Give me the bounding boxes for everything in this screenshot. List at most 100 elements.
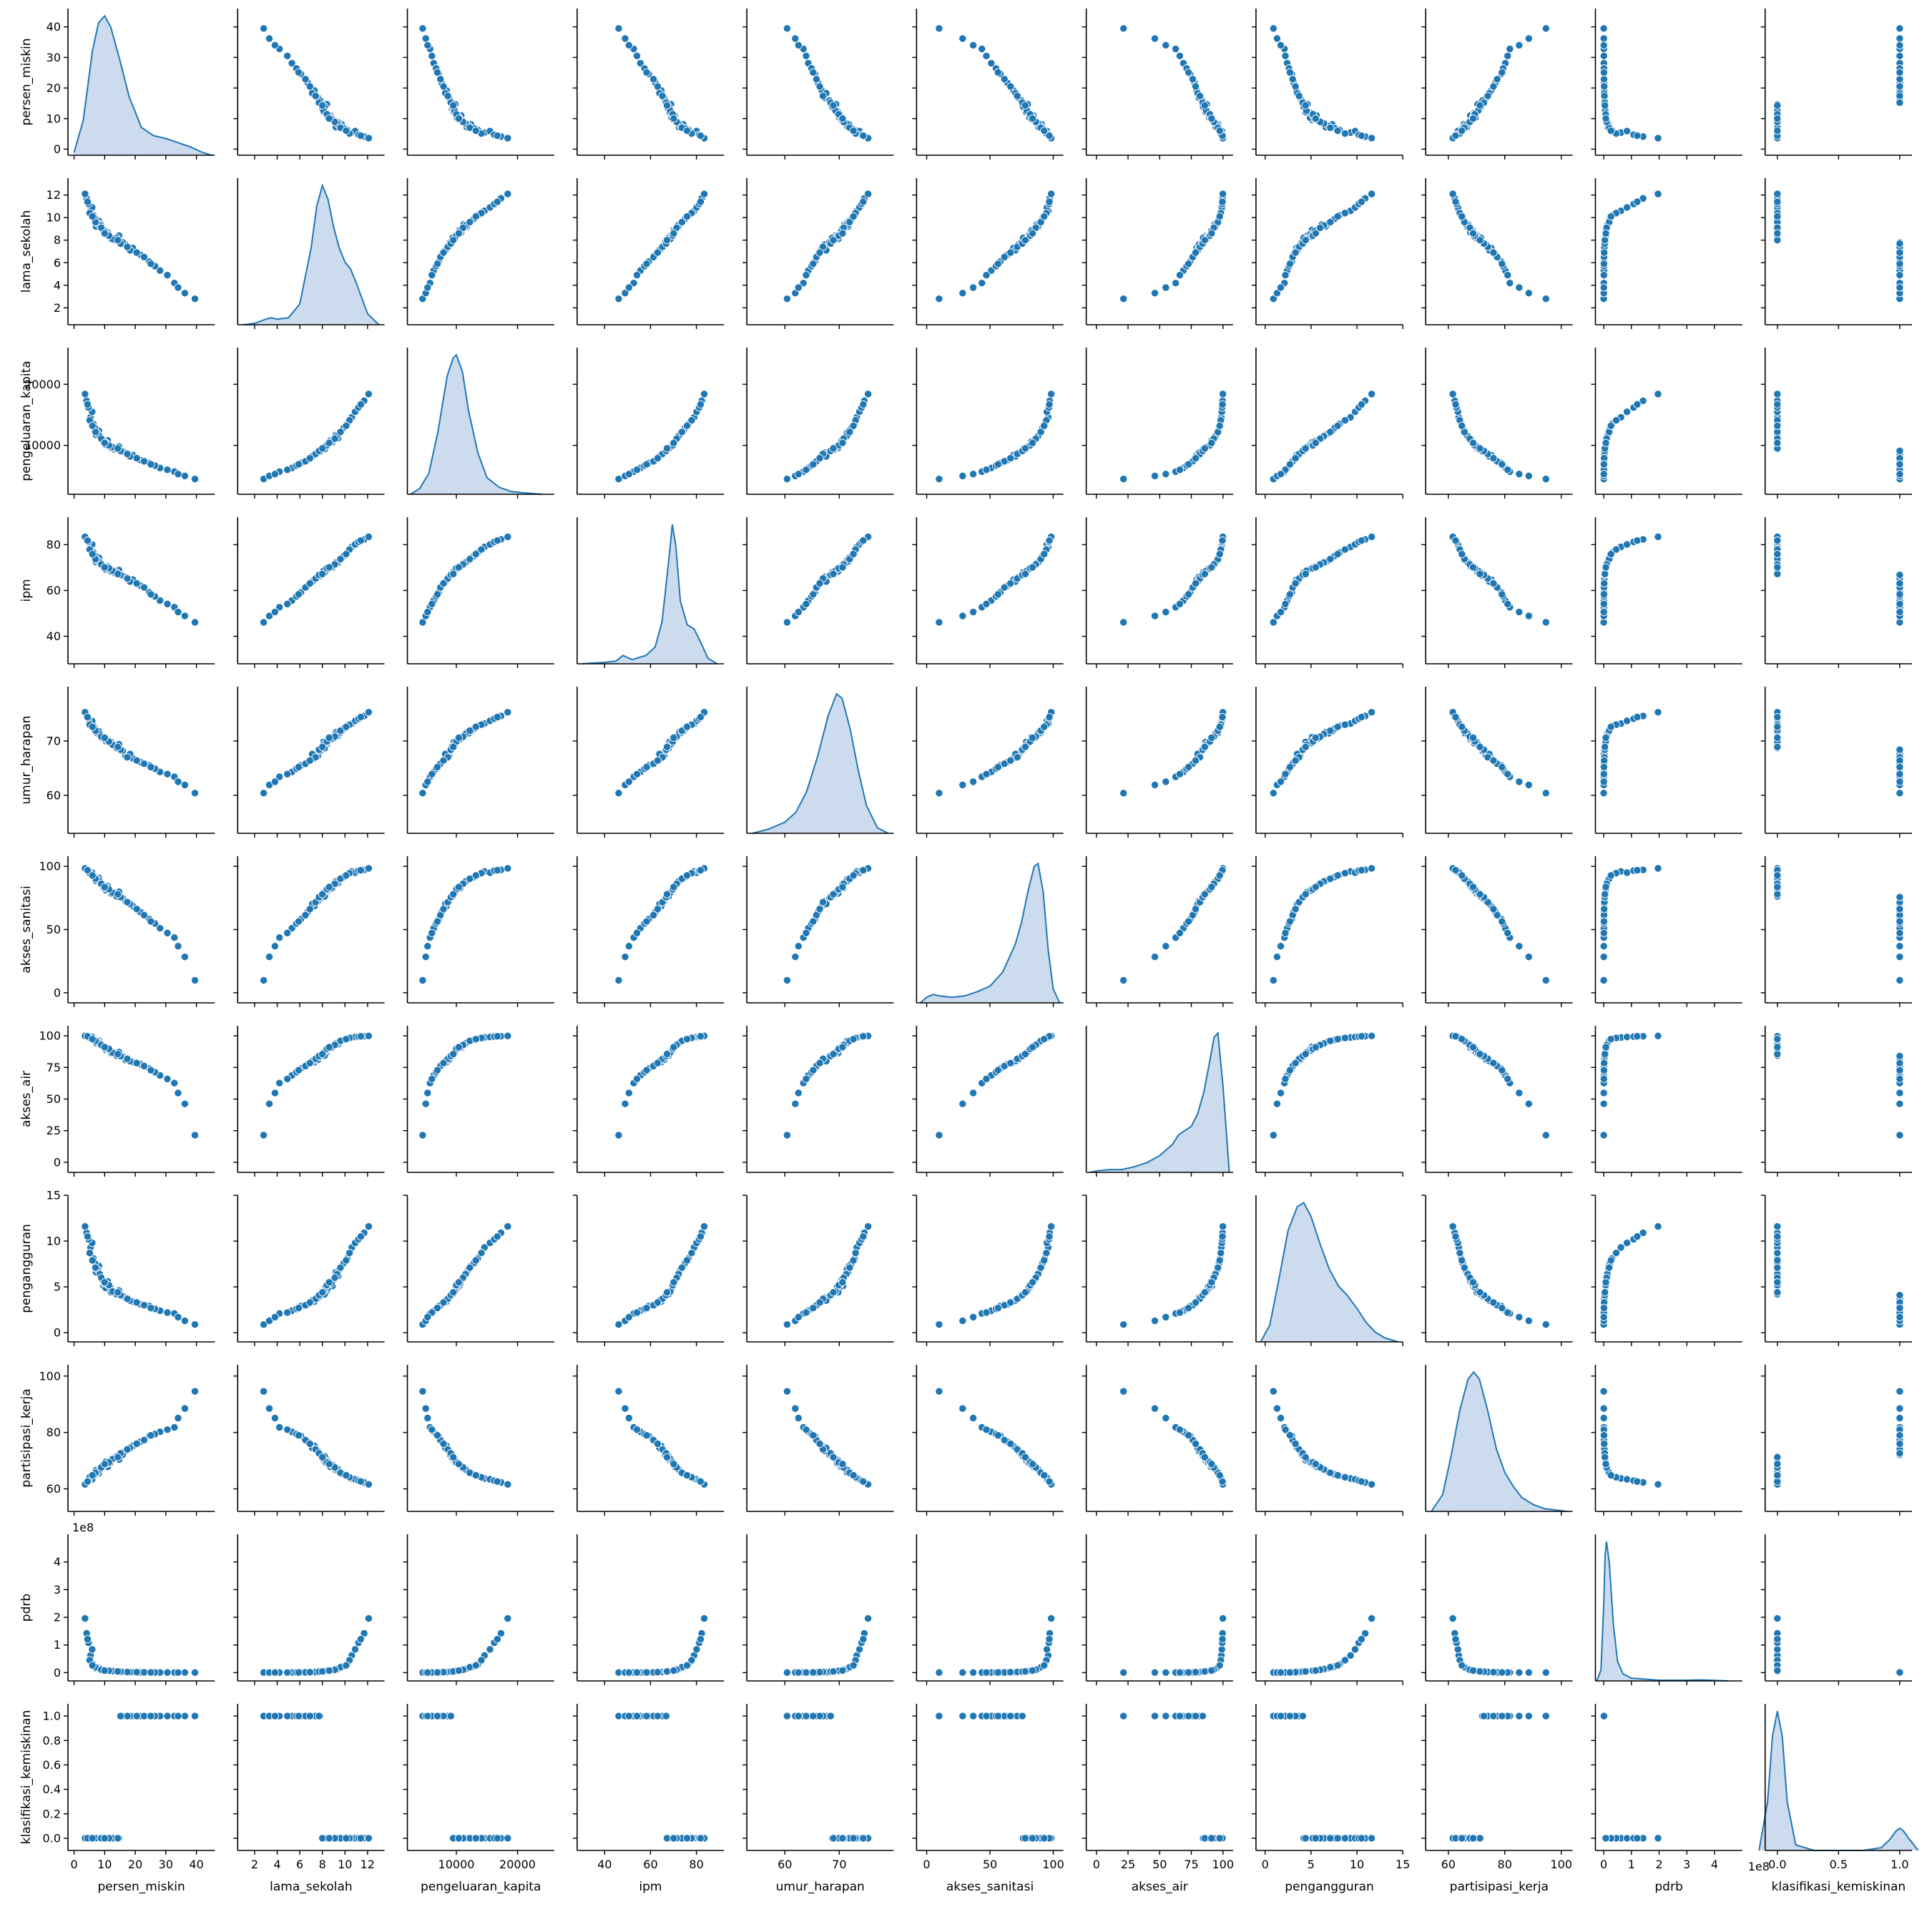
- scatter-point-lama_sekolah-vs-pengangguran-46: [1301, 236, 1310, 245]
- scatter-point-persen_miskin-vs-ipm-46: [662, 101, 672, 110]
- scatter-point-pengeluaran_kapita-vs-akses_air-41: [1191, 453, 1200, 463]
- y-tick-label-umur_harapan-0: 60: [46, 788, 61, 802]
- scatter-point-umur_harapan-vs-persen_miskin-33: [123, 753, 132, 762]
- scatter-point-pengangguran-vs-pdrb-48: [1599, 1303, 1609, 1313]
- scatter-point-akses_air-vs-ipm-49: [670, 1043, 678, 1051]
- scatter-point-akses_air-vs-partisipasi_kerja-35: [1504, 1074, 1512, 1084]
- scatter-point-umur_harapan-vs-pdrb-47: [1607, 722, 1615, 731]
- scatter-point-umur_harapan-vs-pengangguran-46: [1301, 742, 1310, 751]
- scatter-point-lama_sekolah-vs-pengeluaran_kapita-48: [433, 260, 442, 268]
- scatter-point-akses_sanitasi-vs-ipm-21: [621, 953, 629, 961]
- scatter-point-lama_sekolah-vs-umur_harapan-49: [838, 229, 847, 237]
- scatter-point-pengangguran-vs-ipm-40: [677, 1263, 687, 1272]
- scatter-point-ipm-vs-akses_air-41: [1191, 579, 1200, 588]
- scatter-point-pengeluaran_kapita-vs-umur_harapan-47: [849, 421, 858, 430]
- scatter-point-ipm-vs-klasifikasi_kemiskinan-44: [1896, 607, 1904, 617]
- scatter-point-ipm-vs-pdrb-47: [1607, 549, 1615, 559]
- scatter-point-akses_air-vs-pengangguran-43: [1357, 1032, 1366, 1041]
- scatter-point-ipm-vs-akses_air-44: [1162, 607, 1170, 617]
- scatter-point-partisipasi_kerja-vs-persen_miskin-41: [132, 1439, 141, 1448]
- scatter-point-lama_sekolah-vs-partisipasi_kerja-1: [1506, 279, 1514, 288]
- scatter-point-lama_sekolah-vs-umur_harapan-47: [849, 212, 858, 221]
- scatter-point-akses_sanitasi-vs-partisipasi_kerja-21: [1524, 953, 1533, 961]
- scatter-point-ipm-vs-umur_harapan-46: [829, 569, 838, 579]
- scatter-point-pengeluaran_kapita-vs-pdrb-32: [1654, 390, 1662, 398]
- scatter-point-lama_sekolah-vs-persen_miskin-33: [123, 242, 132, 251]
- scatter-point-akses_air-vs-persen_miskin-49: [100, 1043, 109, 1051]
- scatter-point-umur_harapan-vs-akses_air-21: [1150, 780, 1159, 790]
- scatter-point-pengangguran-vs-lama_sekolah-46: [318, 1288, 327, 1297]
- scatter-point-umur_harapan-vs-akses_air-47: [1215, 722, 1224, 731]
- scatter-point-akses_sanitasi-vs-pdrb-35: [1599, 928, 1608, 938]
- scatter-point-pengeluaran_kapita-vs-ipm-41: [653, 453, 662, 463]
- scatter-point-lama_sekolah-vs-ipm-46: [662, 236, 672, 245]
- scatter-point-persen_miskin-vs-akses_sanitasi-47: [1040, 127, 1049, 135]
- scatter-point-ipm-vs-akses_sanitasi-21: [958, 612, 967, 620]
- scatter-point-ipm-vs-akses_sanitasi-47: [1040, 549, 1049, 559]
- scatter-point-lama_sekolah-vs-akses_sanitasi-31: [1000, 252, 1009, 262]
- scatter-point-persen_miskin-vs-akses_sanitasi-31: [1000, 75, 1009, 84]
- scatter-point-pengeluaran_kapita-vs-partisipasi_kerja-41: [1489, 453, 1498, 463]
- scatter-point-umur_harapan-vs-klasifikasi_kemiskinan-10: [1896, 789, 1904, 798]
- scatter-point-lama_sekolah-vs-umur_harapan-40: [845, 217, 854, 227]
- scatter-point-pengeluaran_kapita-vs-persen_miskin-47: [88, 421, 97, 430]
- scatter-point-akses_sanitasi-vs-pengeluaran_kapita-47: [471, 871, 480, 880]
- scatter-point-persen_miskin-vs-klasifikasi_kemiskinan-38: [1896, 98, 1904, 107]
- y-tick-label-pengangguran-0: 0: [54, 1326, 61, 1340]
- scatter-point-lama_sekolah-vs-pengangguran-21: [1273, 289, 1282, 298]
- scatter-point-akses_sanitasi-vs-pengeluaran_kapita-10: [418, 976, 427, 985]
- scatter-point-pengeluaran_kapita-vs-pdrb-47: [1607, 421, 1615, 430]
- scatter-point-umur_harapan-vs-persen_miskin-31: [139, 760, 149, 768]
- scatter-point-pengangguran-vs-akses_sanitasi-21: [958, 1316, 967, 1325]
- scatter-point-ipm-vs-persen_miskin-21: [180, 612, 190, 620]
- scatter-point-lama_sekolah-vs-klasifikasi_kemiskinan-49: [1773, 229, 1782, 237]
- scatter-point-persen_miskin-vs-akses_air-21: [1150, 34, 1159, 43]
- scatter-point-lama_sekolah-vs-akses_sanitasi-32: [1046, 190, 1056, 198]
- scatter-point-umur_harapan-vs-lama_sekolah-41: [305, 756, 314, 765]
- scatter-point-umur_harapan-vs-pengangguran-49: [1311, 733, 1320, 742]
- scatter-point-umur_harapan-vs-klasifikasi_kemiskinan-44: [1896, 778, 1904, 786]
- scatter-point-akses_air-vs-pengeluaran_kapita-48: [433, 1066, 442, 1074]
- scatter-point-persen_miskin-vs-umur_harapan-47: [849, 127, 858, 135]
- scatter-point-persen_miskin-vs-ipm-14: [636, 59, 644, 68]
- scatter-point-partisipasi_kerja-vs-lama_sekolah-1: [275, 1423, 284, 1432]
- kde-fill-pengeluaran_kapita: [410, 355, 542, 494]
- scatter-point-ipm-vs-pdrb-41: [1600, 579, 1609, 588]
- scatter-point-pengeluaran_kapita-vs-lama_sekolah-48: [294, 460, 303, 469]
- scatter-point-akses_sanitasi-vs-pengeluaran_kapita-48: [433, 917, 442, 926]
- scatter-point-pengangguran-vs-umur_harapan-32: [863, 1222, 873, 1231]
- scatter-point-lama_sekolah-vs-pdrb-49: [1602, 229, 1610, 237]
- scatter-point-akses_sanitasi-vs-partisipasi_kerja-43: [1451, 866, 1460, 875]
- scatter-point-lama_sekolah-vs-akses_air-1: [1171, 279, 1180, 288]
- scatter-point-ipm-vs-lama_sekolah-43: [356, 536, 366, 545]
- scatter-point-umur_harapan-vs-pengeluaran_kapita-10: [418, 789, 427, 798]
- scatter-point-lama_sekolah-vs-pdrb-44: [1599, 283, 1608, 292]
- scatter-point-ipm-vs-pdrb-44: [1599, 607, 1608, 617]
- scatter-point-akses_air-vs-umur_harapan-43: [859, 1032, 868, 1041]
- scatter-point-lama_sekolah-vs-ipm-35: [632, 270, 642, 280]
- scatter-point-lama_sekolah-vs-akses_sanitasi-1: [978, 279, 986, 288]
- scatter-point-akses_air-vs-umur_harapan-41: [815, 1059, 824, 1067]
- scatter-point-persen_miskin-vs-akses_sanitasi-14: [987, 59, 996, 68]
- scatter-point-akses_air-vs-lama_sekolah-48: [294, 1066, 303, 1074]
- scatter-point-umur_harapan-vs-partisipasi_kerja-46: [1476, 742, 1484, 751]
- scatter-point-pengangguran-vs-akses_sanitasi-49: [1028, 1278, 1037, 1287]
- scatter-point-akses_sanitasi-vs-umur_harapan-48: [809, 917, 818, 926]
- scatter-point-ipm-vs-akses_air-35: [1175, 599, 1185, 609]
- scatter-point-persen_miskin-vs-akses_sanitasi-41: [1006, 82, 1015, 91]
- scatter-point-persen_miskin-vs-akses_sanitasi-33: [1013, 92, 1021, 100]
- scatter-point-pengangguran-vs-umur_harapan-46: [829, 1288, 838, 1297]
- scatter-point-persen_miskin-vs-umur_harapan-48: [809, 68, 818, 77]
- scatter-point-akses_sanitasi-vs-ipm-47: [682, 871, 692, 880]
- scatter-point-akses_air-vs-pengangguran-47: [1333, 1035, 1342, 1044]
- scatter-point-pengangguran-vs-pdrb-43: [1633, 1232, 1642, 1241]
- scatter-point-umur_harapan-vs-ipm-48: [642, 762, 651, 772]
- scatter-point-pengeluaran_kapita-vs-klasifikasi_kemiskinan-47: [1773, 421, 1782, 430]
- scatter-point-ipm-vs-klasifikasi_kemiskinan-41: [1896, 579, 1904, 588]
- scatter-point-akses_sanitasi-vs-lama_sekolah-49: [325, 883, 333, 891]
- scatter-point-akses_air-vs-lama_sekolah-47: [342, 1035, 350, 1044]
- scatter-point-lama_sekolah-vs-akses_sanitasi-10: [935, 295, 943, 303]
- scatter-point-pengeluaran_kapita-vs-akses_sanitasi-21: [958, 471, 967, 481]
- scatter-point-ipm-vs-pengangguran-37: [1340, 545, 1350, 554]
- scatter-point-umur_harapan-vs-pdrb-48: [1599, 762, 1609, 772]
